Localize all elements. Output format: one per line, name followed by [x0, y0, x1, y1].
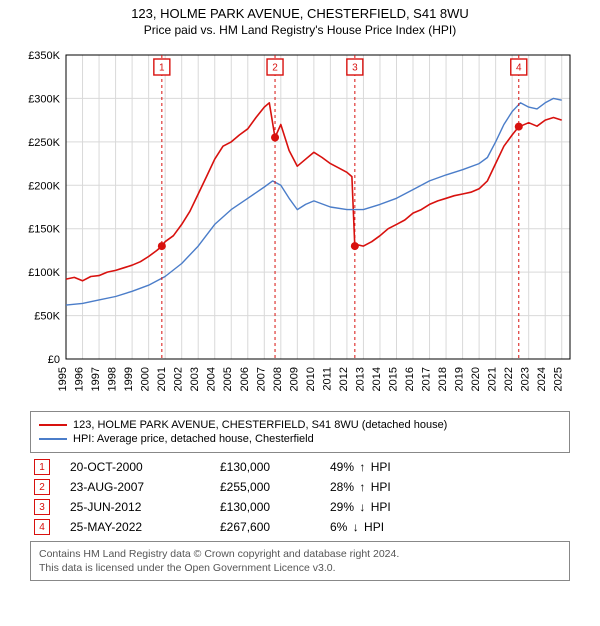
svg-text:2010: 2010: [305, 367, 317, 391]
svg-text:£300K: £300K: [28, 93, 60, 105]
sales-table: 120-OCT-2000£130,00049% ↑ HPI223-AUG-200…: [30, 459, 570, 535]
sales-price: £130,000: [220, 500, 330, 514]
legend-label: HPI: Average price, detached house, Ches…: [73, 433, 314, 445]
svg-text:2003: 2003: [189, 367, 201, 391]
legend-item: 123, HOLME PARK AVENUE, CHESTERFIELD, S4…: [39, 419, 561, 431]
chart-area: £0 £50K £100K £150K £200K £250K £300K £350K 1995…: [20, 45, 580, 405]
sales-vs-hpi: 28% ↑ HPI: [330, 480, 410, 494]
legend-swatch: [39, 438, 67, 440]
sales-date: 25-MAY-2022: [70, 520, 220, 534]
svg-text:2019: 2019: [454, 367, 466, 391]
sales-date: 25-JUN-2012: [70, 500, 220, 514]
sales-date: 20-OCT-2000: [70, 460, 220, 474]
chart-title: 123, HOLME PARK AVENUE, CHESTERFIELD, S4…: [0, 6, 600, 21]
sales-row: 2 23-AUG-2007£255,00028% ↑ HPI: [30, 479, 570, 495]
sales-vs-hpi: 49% ↑ HPI: [330, 460, 410, 474]
sales-price: £130,000: [220, 460, 330, 474]
svg-text:2012: 2012: [338, 367, 350, 391]
svg-text:1997: 1997: [90, 367, 102, 391]
sales-price: £255,000: [220, 480, 330, 494]
svg-text:1: 1: [159, 63, 165, 74]
svg-text:£0: £0: [48, 354, 60, 366]
svg-text:3: 3: [352, 63, 358, 74]
svg-text:2004: 2004: [206, 367, 218, 391]
footer-line-1: Contains HM Land Registry data © Crown c…: [39, 547, 561, 561]
svg-text:1996: 1996: [74, 367, 86, 391]
footer-line-2: This data is licensed under the Open Gov…: [39, 561, 561, 575]
svg-text:2022: 2022: [503, 367, 515, 391]
svg-text:2001: 2001: [156, 367, 168, 391]
svg-text:1999: 1999: [123, 367, 135, 391]
svg-text:2014: 2014: [371, 367, 383, 391]
svg-text:2025: 2025: [553, 367, 565, 391]
svg-text:2013: 2013: [354, 367, 366, 391]
sales-row: 3 25-JUN-2012£130,00029% ↓ HPI: [30, 499, 570, 515]
sales-row: 1 20-OCT-2000£130,00049% ↑ HPI: [30, 459, 570, 475]
attribution-footer: Contains HM Land Registry data © Crown c…: [30, 541, 570, 581]
sales-vs-hpi: 29% ↓ HPI: [330, 500, 410, 514]
svg-text:2007: 2007: [255, 367, 267, 391]
svg-text:1998: 1998: [107, 367, 119, 391]
sales-index-box: 3: [34, 499, 50, 515]
svg-text:£200K: £200K: [28, 180, 60, 192]
svg-text:4: 4: [516, 63, 522, 74]
svg-text:2017: 2017: [421, 367, 433, 391]
sales-price: £267,600: [220, 520, 330, 534]
svg-text:1995: 1995: [57, 367, 69, 391]
legend-label: 123, HOLME PARK AVENUE, CHESTERFIELD, S4…: [73, 419, 447, 431]
svg-text:2011: 2011: [321, 367, 333, 391]
sales-index-box: 1: [34, 459, 50, 475]
sales-index-box: 4: [34, 519, 50, 535]
svg-text:£50K: £50K: [34, 311, 60, 323]
svg-text:£150K: £150K: [28, 224, 60, 236]
svg-text:2016: 2016: [404, 367, 416, 391]
svg-text:2024: 2024: [536, 367, 548, 391]
svg-text:2: 2: [272, 63, 278, 74]
svg-text:2002: 2002: [173, 367, 185, 391]
legend-swatch: [39, 424, 67, 426]
svg-text:2005: 2005: [222, 367, 234, 391]
svg-text:2023: 2023: [520, 367, 532, 391]
chart-legend: 123, HOLME PARK AVENUE, CHESTERFIELD, S4…: [30, 411, 570, 453]
sales-date: 23-AUG-2007: [70, 480, 220, 494]
svg-text:2009: 2009: [288, 367, 300, 391]
svg-text:2021: 2021: [487, 367, 499, 391]
legend-item: HPI: Average price, detached house, Ches…: [39, 433, 561, 445]
svg-text:2020: 2020: [470, 367, 482, 391]
sales-index-box: 2: [34, 479, 50, 495]
svg-text:2018: 2018: [437, 367, 449, 391]
chart-subtitle: Price paid vs. HM Land Registry's House …: [0, 23, 600, 37]
svg-text:£250K: £250K: [28, 137, 60, 149]
sales-row: 4 25-MAY-2022£267,6006% ↓ HPI: [30, 519, 570, 535]
svg-text:£350K: £350K: [28, 50, 60, 62]
svg-text:2006: 2006: [239, 367, 251, 391]
svg-text:2000: 2000: [140, 367, 152, 391]
sales-vs-hpi: 6% ↓ HPI: [330, 520, 410, 534]
svg-text:2015: 2015: [387, 367, 399, 391]
svg-text:£100K: £100K: [28, 267, 60, 279]
svg-text:2008: 2008: [272, 367, 284, 391]
line-chart: £0 £50K £100K £150K £200K £250K £300K £350K 1995…: [20, 45, 580, 405]
